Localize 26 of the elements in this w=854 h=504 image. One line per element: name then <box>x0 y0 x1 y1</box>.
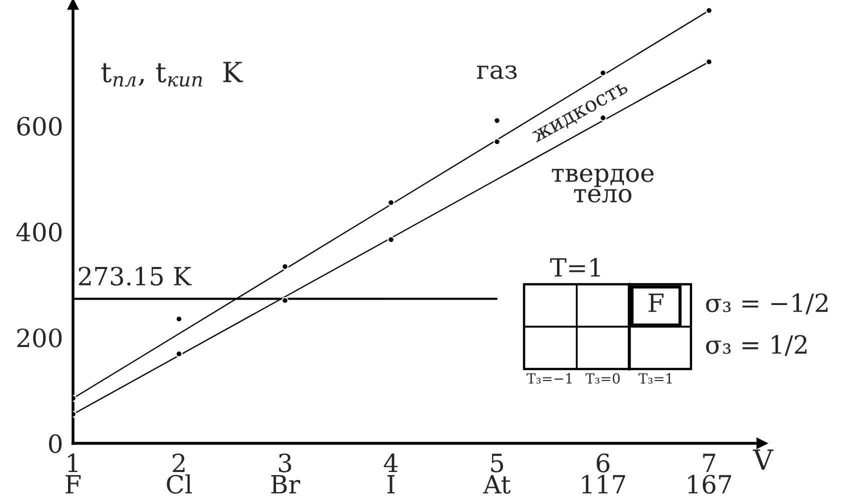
point <box>388 199 395 206</box>
y-tick-label: 600 <box>17 116 62 136</box>
x-axis-title: V <box>752 449 774 470</box>
point <box>282 296 289 304</box>
x-tick-label: 1 F <box>66 453 81 494</box>
x-tick-label: 5 At <box>483 454 511 494</box>
annotation: T₃=0 <box>585 373 620 384</box>
annotation: T=1 <box>550 258 600 277</box>
ref-line-label: 273.15 K <box>78 266 192 286</box>
x-tick-label: 3 Br <box>271 453 300 494</box>
annotation: газ <box>476 65 517 80</box>
annotation: σ₃ = −1/2 <box>706 293 828 314</box>
annotation: F <box>648 294 664 312</box>
x-tick-label: 2 Cl <box>166 453 192 494</box>
y-tick-label: 0 <box>49 434 62 454</box>
annotation: σ₃ = 1/2 <box>706 335 807 356</box>
x-tick-label: 7 167 <box>688 454 732 494</box>
annotation: T₃=−1 <box>526 373 572 384</box>
y-tick-label: 200 <box>17 328 62 348</box>
x-tick-label: 4 I <box>384 453 398 494</box>
y-tick-label: 400 <box>16 222 62 242</box>
point <box>282 263 289 270</box>
x-tick-label: 6 117 <box>582 453 626 494</box>
annotation: T₃=1 <box>638 373 672 384</box>
annotation: твердое тело <box>552 168 654 203</box>
y-axis-title: t$_{пл}$, t$_{кип}$ K <box>101 62 243 87</box>
